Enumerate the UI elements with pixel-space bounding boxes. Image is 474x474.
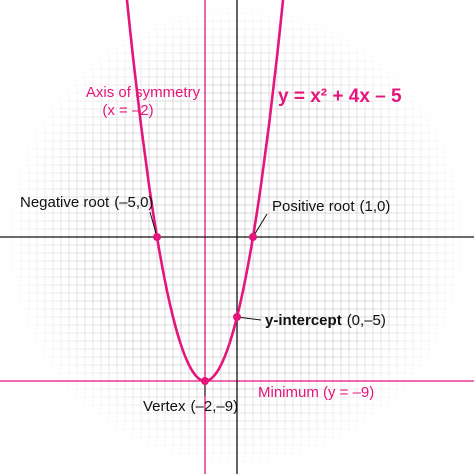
chart-title: y = x² + 4x – 5 bbox=[278, 86, 402, 107]
point-label: Positive root (1,0) bbox=[272, 198, 390, 215]
point-coords: (–5,0) bbox=[114, 194, 153, 211]
point-coords: (1,0) bbox=[360, 198, 391, 215]
axis-of-symmetry-label: Axis of symmetry bbox=[86, 84, 201, 101]
leader-line bbox=[149, 211, 158, 238]
point bbox=[233, 313, 241, 321]
axis-of-symmetry-sublabel: (x = –2) bbox=[102, 102, 153, 119]
point-label: Negative root (–5,0) bbox=[20, 194, 153, 211]
leader-line bbox=[252, 213, 268, 238]
minimum-label: Minimum (y = –9) bbox=[258, 384, 374, 401]
point-name: Negative root bbox=[20, 194, 110, 211]
point-name: Vertex bbox=[143, 398, 186, 415]
point-coords: (0,–5) bbox=[347, 312, 386, 329]
point bbox=[153, 233, 161, 241]
point-label: y-intercept (0,–5) bbox=[265, 312, 386, 329]
point bbox=[201, 377, 209, 385]
point bbox=[249, 233, 257, 241]
leader-line bbox=[236, 316, 262, 321]
point-coords: (–2,–9) bbox=[191, 398, 239, 415]
point-label: Vertex (–2,–9) bbox=[143, 398, 238, 415]
point-name: Positive root bbox=[272, 198, 355, 215]
annotations: Axis of symmetry(x = –2) Minimum (y = –9)… bbox=[20, 84, 402, 415]
point-name: y-intercept bbox=[265, 312, 342, 329]
